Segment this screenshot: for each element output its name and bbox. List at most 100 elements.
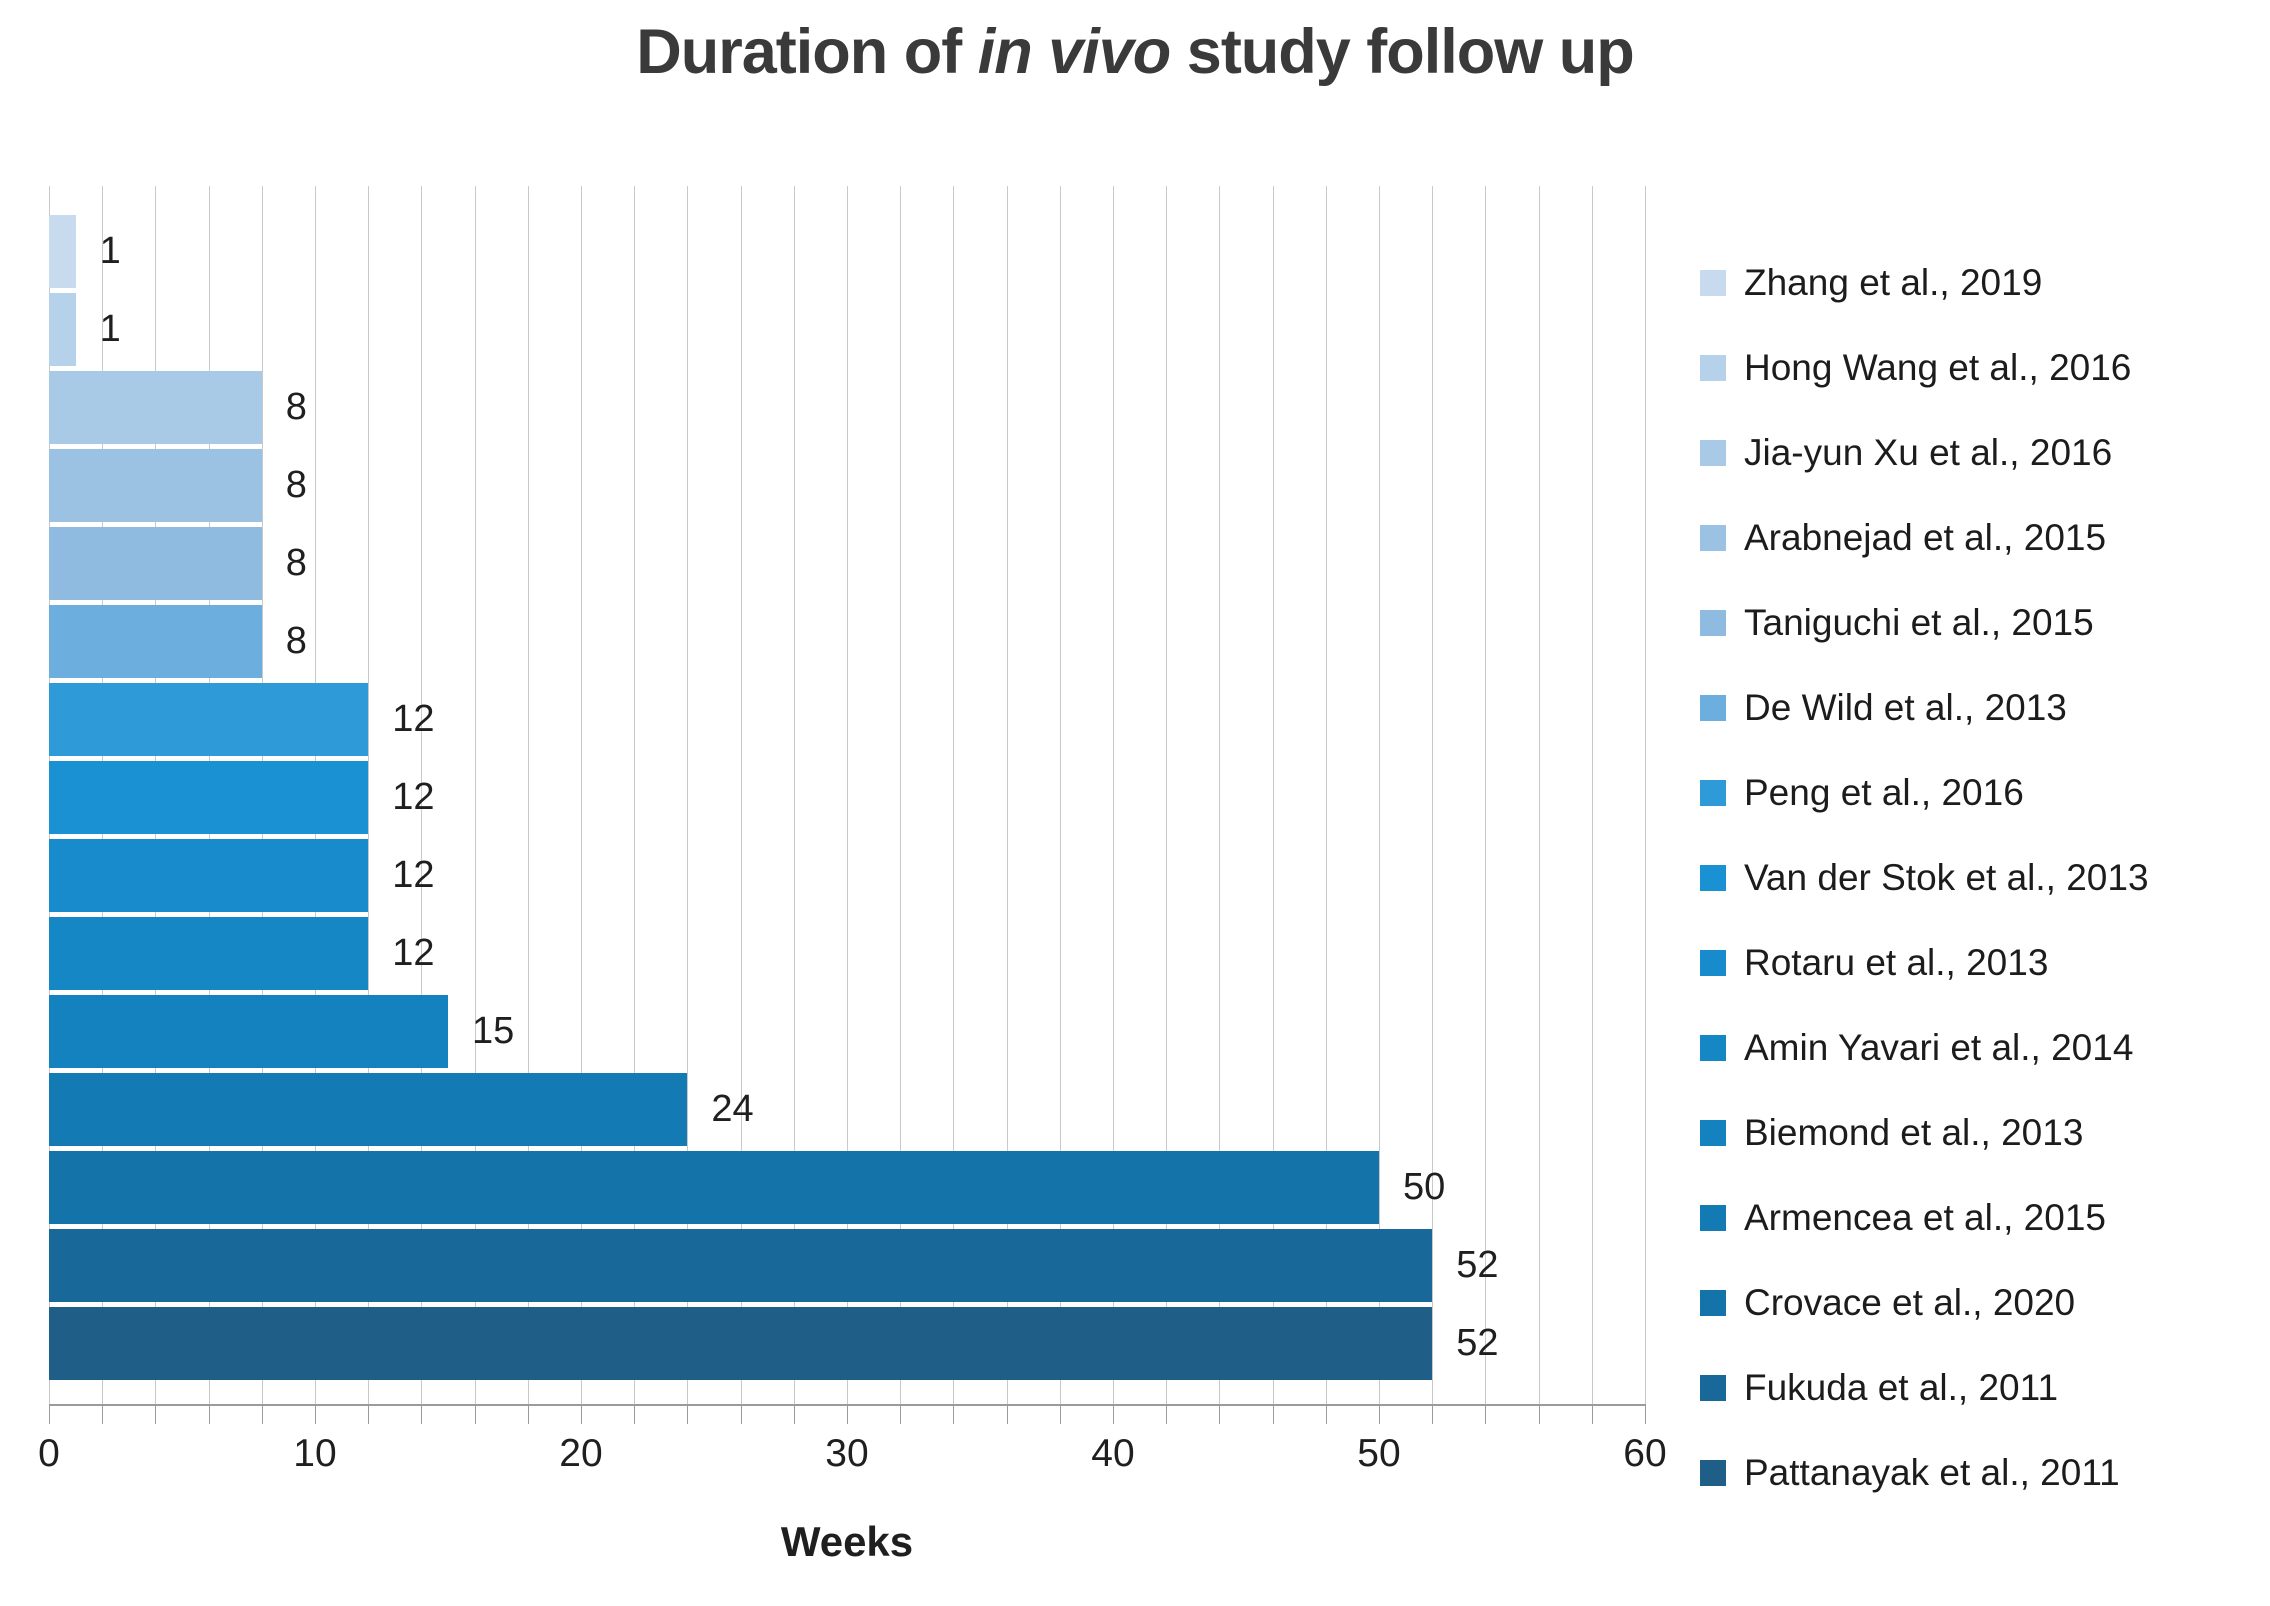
x-axis-tick <box>1591 1406 1593 1424</box>
x-axis-tick <box>1059 1406 1061 1424</box>
gridline <box>1645 186 1646 1406</box>
bar-Zhang et al., 2019 <box>49 214 76 288</box>
x-axis-tick <box>634 1406 636 1424</box>
x-axis-title: Weeks <box>780 1518 914 1565</box>
bar-value-label: 12 <box>392 698 435 740</box>
legend-swatch-icon <box>1700 864 1726 891</box>
x-axis-tick <box>1112 1406 1114 1424</box>
legend-swatch-icon <box>1700 439 1726 466</box>
bar-row: 8 <box>49 602 1645 680</box>
gridline <box>847 186 848 1406</box>
legend-item: Biemond et al., 2013 <box>1700 1090 2260 1175</box>
bar-value-label: 15 <box>472 1010 515 1052</box>
bar-value-label: 8 <box>285 542 307 584</box>
gridline <box>634 186 636 1406</box>
x-axis-line <box>49 1404 1646 1406</box>
legend-label: Amin Yavari et al., 2014 <box>1744 1026 2134 1068</box>
chart-title-prefix: Duration of <box>636 17 978 87</box>
legend-swatch-icon <box>1700 779 1726 806</box>
x-axis-tick <box>421 1406 423 1424</box>
legend-item: Crovace et al., 2020 <box>1700 1260 2260 1345</box>
x-axis-tick <box>368 1406 370 1424</box>
gridline <box>1272 186 1274 1406</box>
bar-Armencea et al., 2015 <box>49 1072 688 1146</box>
gridline <box>1432 186 1434 1406</box>
legend-item: Van der Stok et al., 2013 <box>1700 835 2260 920</box>
gridline <box>900 186 902 1406</box>
x-axis-tick <box>261 1406 263 1424</box>
x-axis-tick <box>314 1406 316 1424</box>
legend-label: Fukuda et al., 2011 <box>1744 1366 2059 1408</box>
bar-value-label: 8 <box>285 464 307 506</box>
x-axis-tick <box>1006 1406 1008 1424</box>
bar-Peng et al., 2016 <box>49 682 369 756</box>
legend-label: Armencea et al., 2015 <box>1744 1196 2106 1238</box>
bar-row: 8 <box>49 524 1645 602</box>
bar-Rotaru et al., 2013 <box>49 838 369 912</box>
bar-Amin Yavari et al., 2014 <box>49 916 369 990</box>
legend-label: Jia-yun Xu et al., 2016 <box>1744 431 2113 473</box>
legend-item: Amin Yavari et al., 2014 <box>1700 1005 2260 1090</box>
legend-swatch-icon <box>1700 1119 1726 1146</box>
legend-item: Fukuda et al., 2011 <box>1700 1345 2260 1430</box>
legend-label: Crovace et al., 2020 <box>1744 1281 2076 1323</box>
bar-Crovace et al., 2020 <box>49 1150 1379 1224</box>
legend: Zhang et al., 2019 Hong Wang et al., 2016… <box>1700 240 2260 1515</box>
x-tick-label-0: 0 <box>38 1432 60 1475</box>
bar-row: 52 <box>49 1226 1645 1304</box>
bar-value-label: 24 <box>711 1088 754 1130</box>
bar-value-label: 1 <box>99 308 121 350</box>
bar-row: 15 <box>49 992 1645 1070</box>
legend-label: Hong Wang et al., 2016 <box>1744 346 2132 388</box>
bar-Pattanayak et al., 2011 <box>49 1306 1433 1380</box>
bar-value-label: 12 <box>392 854 435 896</box>
bar-row: 12 <box>49 836 1645 914</box>
legend-item: Hong Wang et al., 2016 <box>1700 325 2260 410</box>
bar-row: 12 <box>49 914 1645 992</box>
gridline <box>1591 186 1593 1406</box>
bar-Taniguchi et al., 2015 <box>49 526 262 600</box>
legend-label: Biemond et al., 2013 <box>1744 1111 2084 1153</box>
legend-swatch-icon <box>1700 354 1726 381</box>
x-axis-tick <box>953 1406 955 1424</box>
x-axis-tick <box>1538 1406 1540 1424</box>
bar-row: 8 <box>49 446 1645 524</box>
legend-swatch-icon <box>1700 1204 1726 1231</box>
gridline <box>687 186 689 1406</box>
x-axis-tick <box>687 1406 689 1424</box>
gridline <box>580 186 582 1406</box>
x-tick-label-60: 60 <box>1623 1432 1667 1475</box>
gridline <box>368 186 370 1406</box>
x-tick-label-30: 30 <box>825 1432 869 1475</box>
bar-value-label: 12 <box>392 776 435 818</box>
legend-label: Van der Stok et al., 2013 <box>1744 856 2149 898</box>
bar-row: 24 <box>49 1070 1645 1148</box>
legend-label: De Wild et al., 2013 <box>1744 686 2067 728</box>
gridline <box>1379 186 1380 1406</box>
bar-Van der Stok et al., 2013 <box>49 760 369 834</box>
x-axis-tick <box>1166 1406 1168 1424</box>
bar-value-label: 50 <box>1403 1166 1446 1208</box>
gridline <box>1219 186 1221 1406</box>
legend-swatch-icon <box>1700 609 1726 636</box>
x-tick-label-20: 20 <box>559 1432 603 1475</box>
legend-item: Armencea et al., 2015 <box>1700 1175 2260 1260</box>
x-axis-tick <box>527 1406 529 1424</box>
chart-title-suffix: study follow up <box>1170 17 1635 87</box>
bar-row: 1 <box>49 212 1645 290</box>
legend-label: Arabnejad et al., 2015 <box>1744 516 2107 558</box>
x-tick-label-40: 40 <box>1091 1432 1135 1475</box>
legend-item: De Wild et al., 2013 <box>1700 665 2260 750</box>
gridline <box>953 186 955 1406</box>
gridline <box>421 186 423 1406</box>
legend-label: Zhang et al., 2019 <box>1744 261 2043 303</box>
x-axis-tick <box>793 1406 795 1424</box>
x-axis-tick <box>1379 1406 1380 1424</box>
x-axis-tick <box>580 1406 582 1424</box>
legend-item: Taniguchi et al., 2015 <box>1700 580 2260 665</box>
bar-row: 8 <box>49 368 1645 446</box>
bar-row: 52 <box>49 1304 1645 1382</box>
bar-value-label: 52 <box>1456 1322 1499 1364</box>
legend-item: Zhang et al., 2019 <box>1700 240 2260 325</box>
